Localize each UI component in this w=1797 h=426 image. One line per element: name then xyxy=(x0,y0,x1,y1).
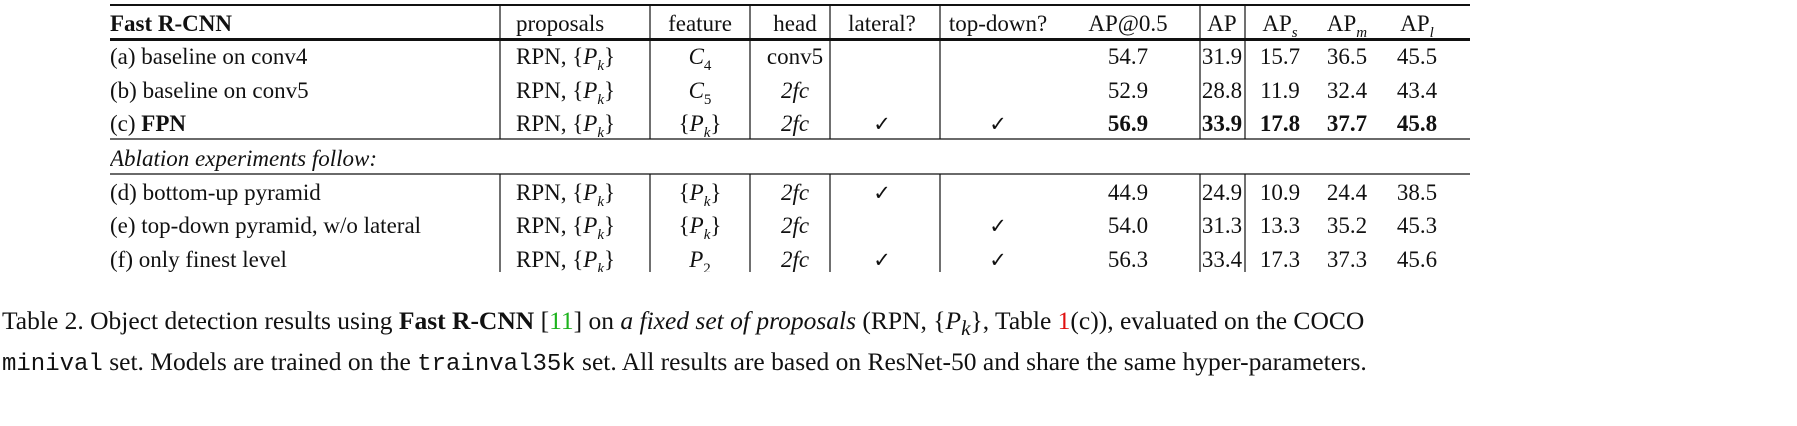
caption-text: set. All results are based on ResNet-50 … xyxy=(575,347,1367,377)
cell-ap: 31.9 xyxy=(1202,44,1242,69)
cell-ap-l: 43.4 xyxy=(1397,78,1438,103)
cell-ap-m: 37.3 xyxy=(1327,247,1367,272)
caption-method: Fast R-CNN xyxy=(398,306,535,335)
cell-proposals: RPN, {Pk} xyxy=(516,247,615,272)
check-lateral-icon: ✓ xyxy=(873,181,891,205)
cell-ap-m: 36.5 xyxy=(1327,44,1367,69)
cell-head: conv5 xyxy=(767,44,823,69)
cell-proposals: RPN, {Pk} xyxy=(516,213,615,243)
cell-ap50: 56.9 xyxy=(1108,111,1148,136)
caption-text: set. Models are trained on the xyxy=(102,347,418,377)
cell-method: (f) only finest level xyxy=(110,247,287,272)
results-table: Fast R-CNN proposals feature head lateral? to… xyxy=(110,4,1470,272)
cell-ap-m: 35.2 xyxy=(1327,213,1367,238)
caption-trainval: trainval35k xyxy=(417,351,576,379)
cell-ap-l: 38.5 xyxy=(1397,180,1437,205)
check-lateral-icon: ✓ xyxy=(873,248,891,272)
cell-ap-m: 37.7 xyxy=(1327,111,1367,136)
cell-head: 2fc xyxy=(781,180,809,205)
cell-ap50: 56.3 xyxy=(1108,247,1148,272)
cell-ap-s: 15.7 xyxy=(1260,44,1300,69)
header-ap-small: APs xyxy=(1262,11,1297,41)
citation-link[interactable]: 11 xyxy=(549,306,574,335)
cell-ap: 28.8 xyxy=(1202,78,1242,103)
caption-text: ] on xyxy=(573,306,621,335)
table-ref-link[interactable]: 1 xyxy=(1057,306,1071,335)
section-label: Ablation experiments follow: xyxy=(110,146,377,171)
cell-head: 2fc xyxy=(781,78,809,103)
cell-ap-l: 45.8 xyxy=(1397,111,1437,136)
cell-feature: {Pk} xyxy=(679,111,722,141)
caption-minival: minival xyxy=(2,351,103,379)
cell-ap-l: 45.6 xyxy=(1397,247,1437,272)
caption-math-sub: k xyxy=(961,316,971,341)
cell-ap: 31.3 xyxy=(1202,213,1242,238)
cell-ap50: 54.7 xyxy=(1108,44,1148,69)
cell-ap-l: 45.5 xyxy=(1397,44,1437,69)
cell-head: 2fc xyxy=(781,111,809,136)
caption-italic-phrase: a fixed set of proposals xyxy=(620,306,857,335)
header-proposals: proposals xyxy=(516,11,604,36)
header-head: head xyxy=(773,11,817,36)
header-ap-medium: APm xyxy=(1327,11,1367,41)
header-topdown: top-down? xyxy=(949,11,1047,36)
cell-head: 2fc xyxy=(781,247,809,272)
cell-ap: 33.9 xyxy=(1202,111,1242,136)
cell-ap50: 44.9 xyxy=(1108,180,1148,205)
cell-ap-s: 13.3 xyxy=(1260,213,1300,238)
cell-ap-l: 45.3 xyxy=(1397,213,1437,238)
cell-method: (b) baseline on conv5 xyxy=(110,78,309,103)
cell-ap-s: 11.9 xyxy=(1260,78,1299,103)
caption-label: Table 2. Object detection results using xyxy=(2,306,399,335)
check-topdown-icon: ✓ xyxy=(989,248,1007,272)
caption-math-p: P xyxy=(945,306,962,335)
cell-proposals: RPN, {Pk} xyxy=(516,180,615,210)
cell-ap: 24.9 xyxy=(1202,180,1242,205)
cell-method: (d) bottom-up pyramid xyxy=(110,180,321,205)
caption-text: }, Table xyxy=(970,306,1058,335)
header-ap50: AP@0.5 xyxy=(1088,11,1167,36)
cell-ap-s: 10.9 xyxy=(1260,180,1300,205)
cell-ap50: 54.0 xyxy=(1108,213,1148,238)
check-lateral-icon: ✓ xyxy=(873,112,891,136)
cell-ap-m: 24.4 xyxy=(1327,180,1368,205)
cell-head: 2fc xyxy=(781,213,809,238)
cell-ap: 33.4 xyxy=(1202,247,1243,272)
header-method: Fast R-CNN xyxy=(110,11,232,36)
caption-bracket-open: [ xyxy=(534,306,550,335)
table-caption: Table 2. Object detection results using … xyxy=(2,304,1797,382)
cell-method: (e) top-down pyramid, w/o lateral xyxy=(110,213,421,238)
cell-ap-s: 17.3 xyxy=(1260,247,1300,272)
header-ap: AP xyxy=(1207,11,1236,36)
caption-text: (RPN, { xyxy=(856,306,946,335)
cell-feature: {Pk} xyxy=(679,213,722,243)
cell-feature: {Pk} xyxy=(679,180,722,210)
cell-proposals: RPN, {Pk} xyxy=(516,78,615,108)
cell-proposals: RPN, {Pk} xyxy=(516,44,615,74)
header-feature: feature xyxy=(668,11,732,36)
cell-proposals: RPN, {Pk} xyxy=(516,111,615,141)
cell-feature: C4 xyxy=(689,44,712,74)
cell-feature: P2 xyxy=(688,247,711,272)
check-topdown-icon: ✓ xyxy=(989,214,1007,238)
caption-text: (c)), evaluated on the COCO xyxy=(1070,306,1365,335)
header-ap-large: APl xyxy=(1400,11,1434,41)
check-topdown-icon: ✓ xyxy=(989,112,1007,136)
cell-ap50: 52.9 xyxy=(1108,78,1148,103)
cell-ap-m: 32.4 xyxy=(1327,78,1368,103)
cell-method: (a) baseline on conv4 xyxy=(110,44,308,69)
cell-ap-s: 17.8 xyxy=(1260,111,1300,136)
header-lateral: lateral? xyxy=(848,11,916,36)
cell-method: (c) FPN xyxy=(110,111,186,136)
cell-feature: C5 xyxy=(689,78,712,108)
